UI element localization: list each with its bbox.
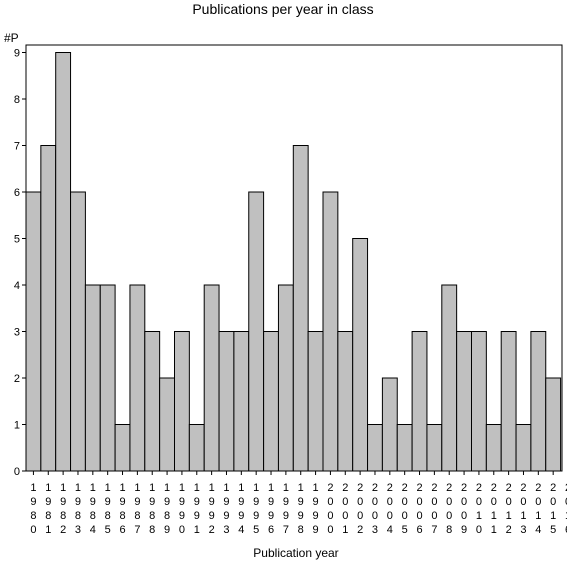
bar-1996	[263, 331, 279, 472]
bar-1991	[188, 424, 205, 472]
bar-2014	[530, 331, 547, 472]
bar-1998	[292, 145, 309, 472]
bar-1980	[25, 191, 42, 472]
y-tick-label: 8	[14, 94, 20, 106]
bar-2010	[471, 331, 487, 472]
bar-1984	[84, 284, 101, 472]
bar-1997	[277, 284, 294, 472]
bar-2005	[396, 424, 413, 472]
bar-2006	[411, 331, 428, 472]
chart-title: Publications per year in class	[192, 1, 373, 17]
bar-1994	[233, 331, 250, 472]
y-tick-label: 6	[14, 187, 20, 199]
bar-1992	[203, 284, 220, 472]
y-axis: 0 1 2 3 4 5 6 7 8 9	[14, 48, 26, 478]
bar-1989	[159, 377, 175, 472]
bar-2007	[426, 424, 443, 472]
bar-2004	[381, 377, 398, 472]
bar-1995	[248, 191, 265, 472]
bar-1983	[70, 191, 86, 472]
y-axis-label: #P	[4, 31, 19, 45]
bar-2008	[441, 284, 458, 472]
bar-1993	[218, 331, 235, 472]
bar-1986	[114, 424, 131, 472]
bars	[25, 52, 562, 472]
bar-1985	[99, 284, 116, 472]
y-tick-label: 5	[14, 234, 20, 246]
x-axis-label: Publication year	[253, 546, 338, 560]
y-tick-label: 4	[14, 280, 20, 292]
bar-2003	[367, 424, 383, 472]
x-tick-label-2016: 2016	[565, 482, 567, 536]
bar-2012	[500, 331, 517, 472]
y-tick-label: 2	[14, 373, 20, 385]
bar-2015	[545, 377, 562, 472]
bar-1990	[174, 331, 190, 472]
bar-2001	[337, 331, 354, 472]
bar-2002	[352, 238, 369, 472]
bar-1982	[55, 52, 72, 472]
bar-2000	[322, 191, 339, 472]
y-tick-label: 1	[14, 420, 20, 432]
y-tick-label: 7	[14, 141, 20, 153]
bar-1988	[144, 331, 161, 472]
bar-1999	[307, 331, 324, 472]
x-axis: 1 9 8 0 1 9 8 1 1 9 8 2 1 9 8 3 1 9 8 4 1 9 8 5 1 9 8 6 1 9 8 7 1 9 8 8 1 9 8 9…	[30, 471, 567, 536]
bar-2011	[485, 424, 502, 472]
bar-2009	[456, 331, 472, 472]
bar-1981	[40, 145, 57, 472]
y-tick-label: 0	[14, 466, 20, 478]
bar-2013	[515, 424, 532, 472]
bar-1987	[129, 284, 146, 472]
y-tick-label: 9	[14, 48, 20, 60]
y-tick-label: 3	[14, 327, 20, 339]
